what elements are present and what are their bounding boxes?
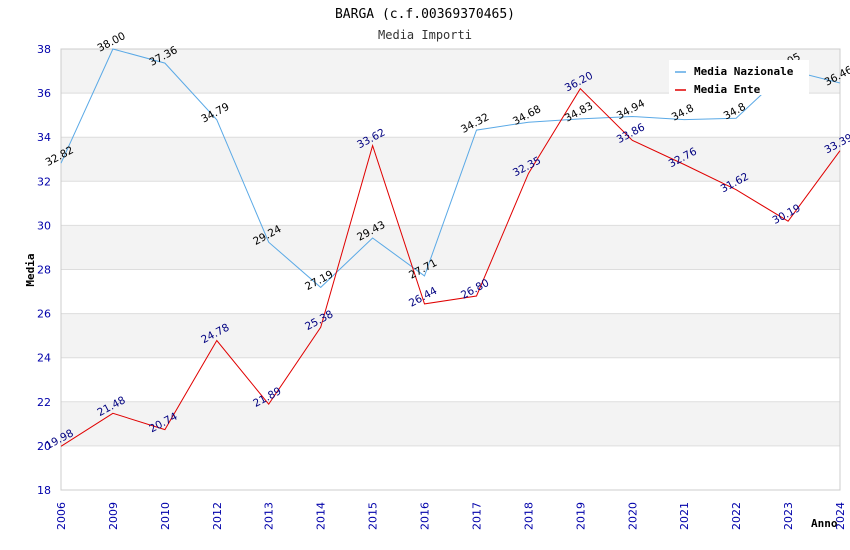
x-tick-label: 2015 [367,502,380,530]
x-tick-label: 2013 [263,502,276,530]
x-tick-label: 2019 [574,502,587,530]
grid-band [61,137,840,182]
chart-title: BARGA (c.f.00369370465) [335,7,515,22]
x-tick-label: 2017 [470,502,483,530]
x-tick-label: 2016 [419,502,432,530]
x-tick-label: 2006 [55,502,68,530]
series-line-nazionale [60,48,841,289]
y-tick-label: 26 [37,308,51,321]
x-tick-label: 2010 [159,502,172,530]
x-tick-label: 2018 [522,502,535,530]
y-tick-label: 22 [37,396,51,409]
x-axis-title: Anno [811,517,838,530]
x-tick-label: 2012 [211,502,224,530]
grid-band [61,357,840,402]
series-line-ente [60,87,841,447]
y-tick-label: 28 [37,264,51,277]
y-tick-label: 34 [37,131,51,144]
grid-band [61,225,840,270]
legend-box [669,60,809,95]
background-bands [61,49,840,490]
y-tick-label: 20 [37,440,51,453]
grid-band [61,445,840,490]
grid-band [61,93,840,138]
y-axis-ticks: 18 20 22 24 26 28 30 32 34 36 38 [37,43,51,497]
grid-band [61,401,840,446]
y-tick-label: 30 [37,219,51,232]
x-axis-ticks: 2006 2009 2010 2012 2013 2014 2015 2016 2017 2018… [55,502,847,530]
x-tick-label: 2024 [834,502,847,530]
x-tick-label: 2009 [107,502,120,530]
grid-band [61,269,840,314]
legend-label-nazionale: Media Nazionale [694,65,794,78]
y-tick-label: 36 [37,87,51,100]
x-tick-label: 2020 [626,502,639,530]
y-axis-title: Media [24,253,37,286]
series-lines [60,48,841,447]
x-tick-label: 2022 [730,502,743,530]
plot-area-border [60,48,841,491]
x-tick-label: 2021 [678,502,691,530]
y-tick-label: 38 [37,43,51,56]
y-tick-label: 24 [37,352,51,365]
grid-lines [60,48,841,491]
x-tick-label: 2014 [315,502,328,530]
x-tick-label: 2023 [782,502,795,530]
y-tick-label: 32 [37,175,51,188]
grid-band [61,313,840,358]
legend-label-ente: Media Ente [694,83,761,96]
legend: Media Nazionale Media Ente [669,60,809,96]
y-tick-label: 18 [37,484,51,497]
chart-subtitle: Media Importi [378,28,472,42]
